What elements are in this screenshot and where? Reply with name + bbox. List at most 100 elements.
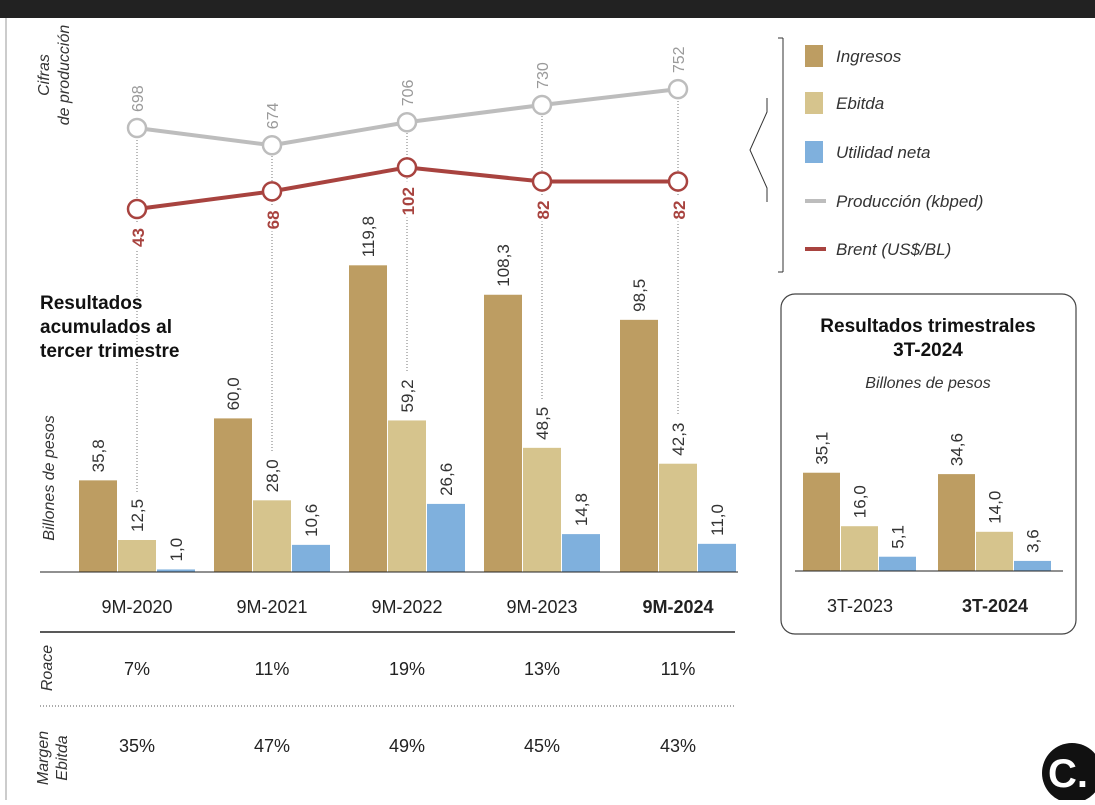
legend-label-producci-n-kbped: Producción (kbped): [836, 192, 983, 211]
bar-value-label-ingresos: 108,3: [494, 244, 513, 287]
quarterly-bar-value-label-ingresos: 35,1: [813, 432, 832, 465]
quarterly-category-labels: 3T-2023 3T-2024: [827, 596, 1028, 616]
table-row-label-margen-line1: Margen: [35, 731, 52, 785]
lines-title-line1: Cifras: [36, 54, 53, 96]
point-producci-n-kbped: [531, 94, 553, 116]
legend-label-brent-us-bl: Brent (US$/BL): [836, 240, 951, 259]
point-producci-n-kbped: [261, 135, 283, 156]
quarterly-subtitle: Billones de pesos: [865, 375, 990, 392]
legend: Ingresos Ebitda Utilidad neta Producción (k…: [749, 37, 983, 273]
quarterly-bar-ebitda-3t-2024: [976, 531, 1013, 571]
category-label-9m-2024: 9M-2024: [642, 597, 713, 617]
bar-value-label-ebitda: 28,0: [263, 459, 282, 492]
brent-value-label: 82: [670, 201, 689, 220]
quarterly-bar-value-label-utilidad-neta: 5,1: [889, 525, 908, 549]
y-axis-label: Billones de pesos: [41, 415, 58, 540]
point-brent-us-bl: [531, 171, 553, 192]
quarterly-category-label-3t-2023: 3T-2023: [827, 596, 893, 616]
bar-ingresos-9m-2022: [349, 265, 387, 572]
table-row-label-roace: Roace: [39, 645, 56, 691]
production-value-label: 674: [265, 102, 282, 129]
point-brent-us-bl: [126, 198, 148, 220]
brent-value-label: 43: [129, 228, 148, 247]
quarterly-bar-utilidad-neta-3t-2024: [1014, 560, 1051, 571]
category-label-9m-2022: 9M-2022: [371, 597, 442, 617]
point-producci-n-kbped: [667, 78, 689, 100]
bar-value-label-ingresos: 60,0: [224, 377, 243, 410]
quarterly-bar-ingresos-3t-2024: [938, 474, 975, 571]
bar-utilidad-neta-9m-2021: [292, 544, 330, 572]
ratio-table: Roace Margen Ebitda 7% 11% 19% 13% 11% 35% 47%…: [35, 631, 735, 785]
table-cell-margen-ebitda: 43%: [660, 736, 696, 756]
point-brent-us-bl: [261, 181, 283, 202]
table-cell-roace: 11%: [661, 659, 696, 679]
brent-value-label: 68: [264, 210, 283, 229]
table-row-label-margen-line2: Ebitda: [54, 735, 71, 780]
bar-ingresos-9m-2020: [79, 480, 117, 572]
category-labels: 9M-2020 9M-2021 9M-2022 9M-2023 9M-2024: [101, 597, 713, 617]
bar-value-label-utilidad-neta: 26,6: [437, 463, 456, 496]
bar-value-label-utilidad-neta: 11,0: [708, 504, 727, 536]
legend-swatch-ingresos: [805, 45, 823, 67]
quarterly-panel: Resultados trimestrales 3T-2024 Billones…: [780, 293, 1077, 635]
point-brent-us-bl: [667, 171, 689, 192]
bar-ebitda-9m-2021: [253, 500, 291, 572]
bar-value-label-ebitda: 12,5: [128, 499, 147, 532]
quarterly-bar-utilidad-neta-3t-2023: [879, 556, 916, 571]
bar-ingresos-9m-2023: [484, 294, 522, 572]
bar-value-label-utilidad-neta: 1,0: [167, 538, 186, 562]
legend-items: Ingresos Ebitda Utilidad neta Producción (k…: [805, 45, 983, 259]
bar-ingresos-9m-2021: [214, 418, 252, 572]
bar-utilidad-neta-9m-2024: [698, 543, 736, 572]
brent-label-backdrop: [668, 195, 688, 222]
bar-value-label-utilidad-neta: 10,6: [302, 504, 321, 537]
top-banner: [0, 0, 1095, 18]
point-brent-us-bl: [396, 157, 418, 178]
quarterly-bar-value-label-ebitda: 16,0: [851, 485, 870, 518]
production-value-label: 698: [130, 85, 147, 112]
legend-bracket: [778, 37, 784, 273]
quarterly-title-line1: Resultados trimestrales: [820, 316, 1035, 337]
table-cell-roace: 13%: [524, 659, 560, 679]
production-lines: [126, 78, 689, 220]
table-cell-margen-ebitda: 35%: [119, 736, 155, 756]
legend-swatch-ebitda: [805, 92, 823, 114]
quarterly-bar-ingresos-3t-2023: [803, 472, 840, 571]
lines-title-line2: de producción: [56, 25, 73, 126]
quarterly-bar-ebitda-3t-2023: [841, 526, 878, 571]
bar-ebitda-9m-2020: [118, 540, 156, 572]
category-label-9m-2021: 9M-2021: [236, 597, 307, 617]
bar-ebitda-9m-2022: [388, 420, 426, 572]
bar-utilidad-neta-9m-2023: [562, 534, 600, 572]
point-producci-n-kbped: [126, 117, 148, 139]
quarterly-bar-labels: 35,1 16,0 5,1 34,6 14,0 3,6: [813, 432, 1043, 553]
main-chart-title-line3: tercer trimestre: [40, 341, 179, 362]
bar-value-label-ebitda: 48,5: [533, 407, 552, 440]
brent-value-label: 102: [399, 187, 418, 215]
legend-label-ebitda: Ebitda: [836, 94, 884, 113]
table-cell-roace: 7%: [124, 659, 150, 679]
bar-labels: 35,8 12,5 1,0 60,0 28,0 10,6 119,8 59,2 26,6 108,…: [89, 216, 727, 561]
quarterly-panel-frame: [780, 293, 1077, 635]
logo-letter: C.: [1048, 752, 1088, 796]
production-value-label: 706: [400, 79, 417, 106]
quarterly-bar-value-label-ingresos: 34,6: [948, 433, 967, 466]
brent-label-backdrop: [127, 223, 147, 249]
point-producci-n-kbped: [396, 111, 418, 133]
main-chart-title-line2: acumulados al: [40, 317, 172, 338]
table-cell-margen-ebitda: 49%: [389, 736, 425, 756]
legend-label-utilidad-neta: Utilidad neta: [836, 143, 931, 162]
bar-value-label-utilidad-neta: 14,8: [572, 493, 591, 526]
table-cell-roace: 11%: [255, 659, 290, 679]
table-cells: 7% 11% 19% 13% 11% 35% 47% 49% 45% 43%: [119, 659, 696, 756]
bar-ebitda-9m-2024: [659, 463, 697, 572]
category-label-9m-2023: 9M-2023: [506, 597, 577, 617]
production-value-label: 752: [671, 46, 688, 73]
quarterly-bar-value-label-ebitda: 14,0: [986, 491, 1005, 524]
table-cell-roace: 19%: [389, 659, 425, 679]
brent-label-backdrop: [397, 181, 417, 218]
main-chart-title-line1: Resultados: [40, 293, 142, 314]
bars: [79, 265, 736, 572]
table-cell-margen-ebitda: 47%: [254, 736, 290, 756]
